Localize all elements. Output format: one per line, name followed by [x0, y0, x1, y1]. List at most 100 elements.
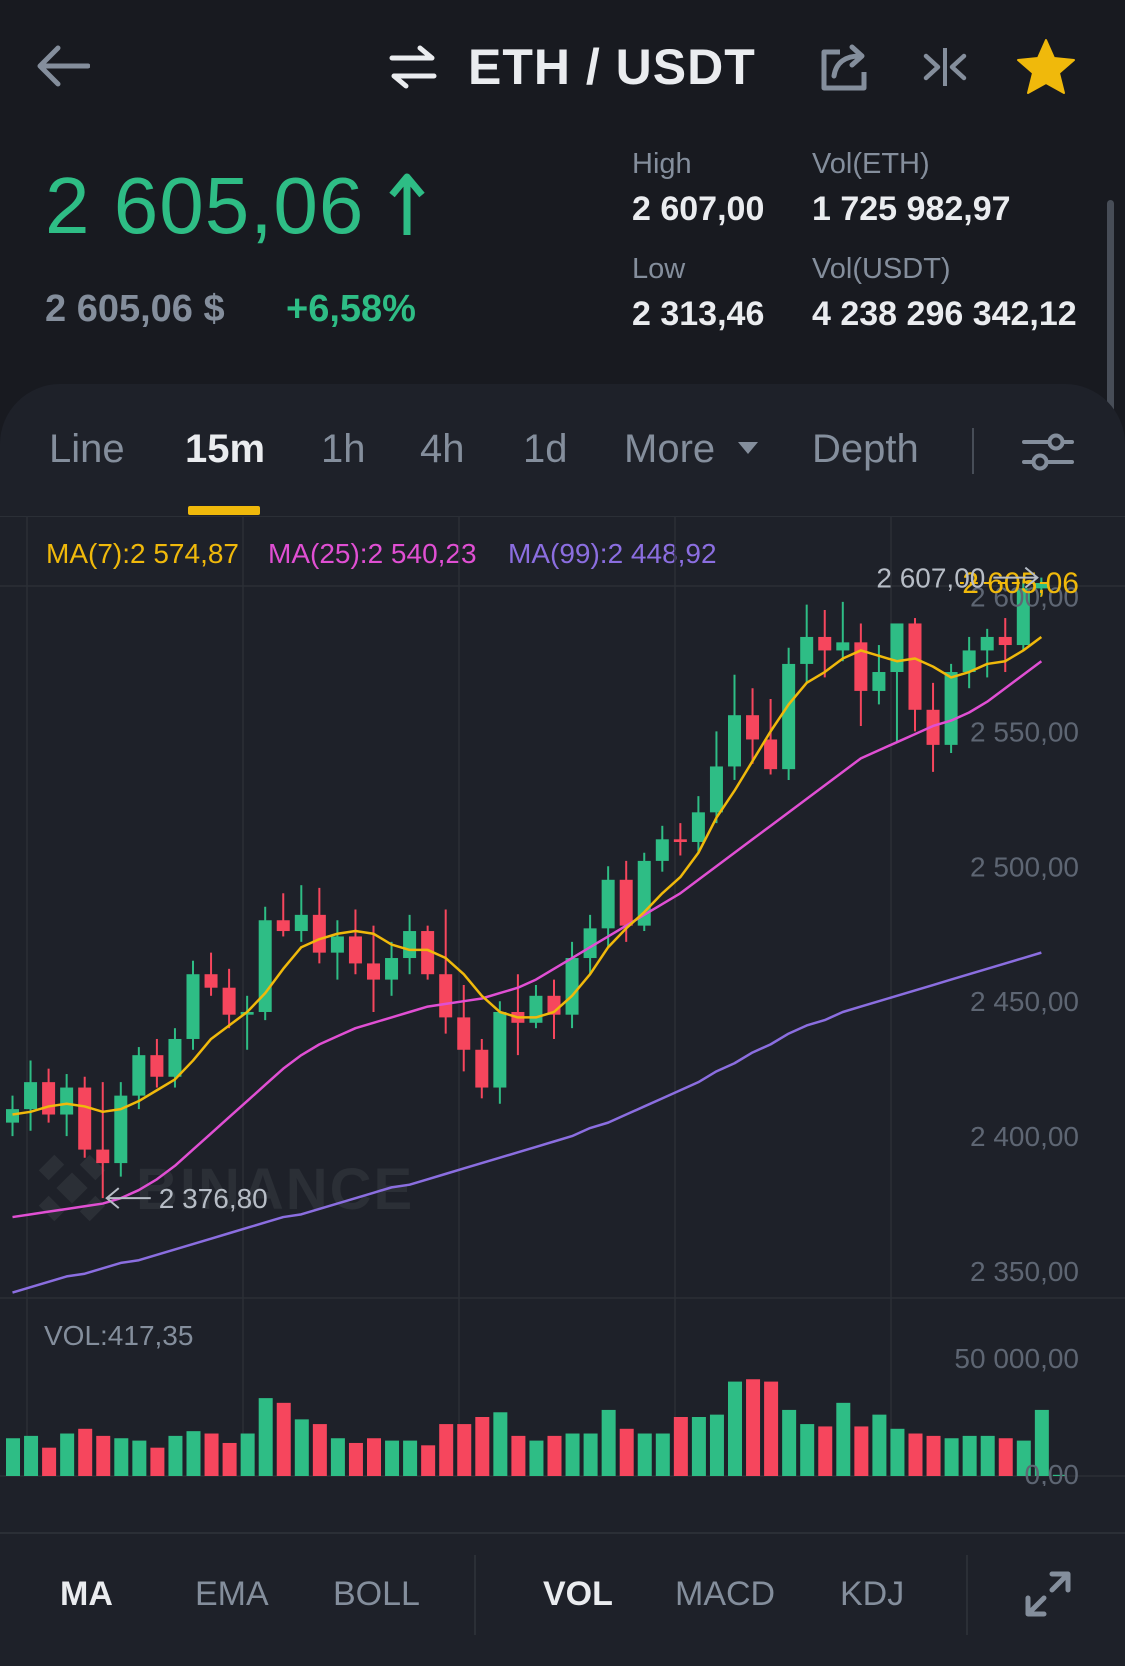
- candle-body: [728, 715, 741, 767]
- volume-bar: [1034, 1409, 1049, 1476]
- ma7-label: MA(7):2 574,87: [46, 538, 239, 569]
- volume-bar: [78, 1428, 93, 1476]
- tab-1h[interactable]: 1h: [321, 427, 366, 471]
- indicator-vol[interactable]: VOL: [543, 1575, 613, 1613]
- fiat-price: 2 605,06 $: [45, 288, 225, 330]
- volume-bar: [96, 1435, 111, 1476]
- fullscreen-icon[interactable]: [1024, 1570, 1072, 1618]
- tab-15m[interactable]: 15m: [185, 427, 266, 471]
- volume-bar: [276, 1402, 291, 1476]
- candle-body: [673, 839, 687, 843]
- volume-bar: [673, 1417, 688, 1476]
- candle-body: [872, 672, 886, 691]
- candles: [6, 577, 1048, 1199]
- candle-body: [222, 987, 236, 1015]
- tab-line[interactable]: Line: [49, 427, 125, 471]
- volume-bar: [24, 1435, 39, 1476]
- volume-bar: [836, 1402, 851, 1476]
- candle-body: [980, 636, 994, 651]
- indicator-macd[interactable]: MACD: [675, 1575, 776, 1613]
- candle-body: [619, 879, 633, 926]
- change-percent: +6,58%: [286, 288, 416, 330]
- volume-bar: [691, 1417, 706, 1476]
- candlestick-chart[interactable]: BINANCE 2 600,00 2 550,00 2 500,00 2 450,00…: [0, 516, 1125, 1486]
- candle-body: [836, 642, 850, 651]
- candle-body: [312, 914, 326, 953]
- candle-body: [132, 1055, 146, 1096]
- candle-body: [186, 974, 200, 1039]
- volume-bar: [114, 1438, 129, 1476]
- volume-bar: [764, 1381, 779, 1476]
- candle-body: [818, 636, 832, 651]
- y-tick-label: 2 350,00: [970, 1256, 1079, 1287]
- up-arrow-icon: [388, 173, 425, 235]
- candle-body: [439, 974, 453, 1018]
- indicator-boll[interactable]: BOLL: [333, 1575, 420, 1613]
- volume-bar: [998, 1438, 1013, 1476]
- candle-body: [782, 663, 796, 770]
- compare-icon[interactable]: [922, 44, 968, 90]
- ma99-label: MA(99):2 448,92: [508, 538, 717, 569]
- candle-body: [60, 1087, 74, 1115]
- tab-depth[interactable]: Depth: [812, 427, 919, 471]
- volume-bar: [529, 1440, 544, 1476]
- volume-bar: [511, 1435, 526, 1476]
- volume-bar: [709, 1414, 724, 1476]
- footer-divider-1: [474, 1555, 476, 1635]
- y-tick-label: 2 400,00: [970, 1121, 1079, 1152]
- high-value: 2 607,00: [632, 190, 765, 228]
- candle-body: [294, 914, 308, 932]
- volume-bar: [439, 1424, 454, 1476]
- candle-body: [96, 1149, 110, 1164]
- volume-bar: [150, 1447, 165, 1476]
- low-marker-arrow: [105, 1187, 151, 1209]
- candle-body: [168, 1038, 182, 1077]
- pair-title[interactable]: ETH / USDT: [468, 39, 756, 95]
- low-label: Low: [632, 253, 686, 285]
- volume-bar: [854, 1426, 869, 1476]
- candle-body: [457, 1017, 471, 1050]
- volume-bar: [746, 1379, 761, 1476]
- y-tick-label: 2 450,00: [970, 986, 1079, 1017]
- volume-bar: [240, 1433, 255, 1476]
- share-icon[interactable]: [820, 42, 870, 92]
- favorite-star-icon[interactable]: [1016, 38, 1076, 96]
- candle-body: [403, 931, 417, 959]
- indicator-ma[interactable]: MA: [60, 1575, 113, 1613]
- volume-bar: [547, 1435, 562, 1476]
- volume-bar: [204, 1433, 219, 1476]
- tab-1d[interactable]: 1d: [523, 427, 568, 471]
- swap-icon[interactable]: [388, 44, 438, 90]
- high-marker-arrow: [993, 566, 1039, 589]
- volume-bar: [908, 1433, 923, 1476]
- high-marker-label: 2 607,00: [876, 563, 985, 594]
- candle-body: [385, 958, 399, 980]
- volume-bar: [655, 1433, 670, 1476]
- tab-more[interactable]: More: [624, 427, 760, 472]
- vol-base-value: 1 725 982,97: [812, 190, 1011, 228]
- volume-bar: [962, 1435, 977, 1476]
- volume-bar: [330, 1438, 345, 1476]
- volume-bar: [782, 1409, 797, 1476]
- volume-bar: [367, 1438, 381, 1476]
- ma7-line: [12, 635, 1043, 1116]
- candle-body: [962, 650, 976, 673]
- candle-body: [601, 879, 615, 929]
- volume-bar: [944, 1438, 959, 1476]
- candle-body: [565, 958, 579, 1015]
- volume-bar: [601, 1409, 616, 1476]
- volume-bar: [619, 1428, 634, 1476]
- tab-divider: [972, 428, 974, 474]
- ma25-label: MA(25):2 540,23: [268, 538, 477, 569]
- indicator-ema[interactable]: EMA: [195, 1575, 269, 1613]
- candle-body: [42, 1082, 56, 1115]
- volume-bar: [872, 1414, 887, 1476]
- y-tick-label: 2 500,00: [970, 851, 1079, 882]
- indicator-kdj[interactable]: KDJ: [840, 1575, 905, 1613]
- volume-bar: [1052, 1474, 1067, 1476]
- back-arrow-icon[interactable]: [34, 44, 90, 88]
- chart-settings-icon[interactable]: [1022, 432, 1074, 472]
- candle-body: [78, 1087, 92, 1150]
- volume-bar: [385, 1440, 400, 1476]
- tab-4h[interactable]: 4h: [420, 427, 465, 471]
